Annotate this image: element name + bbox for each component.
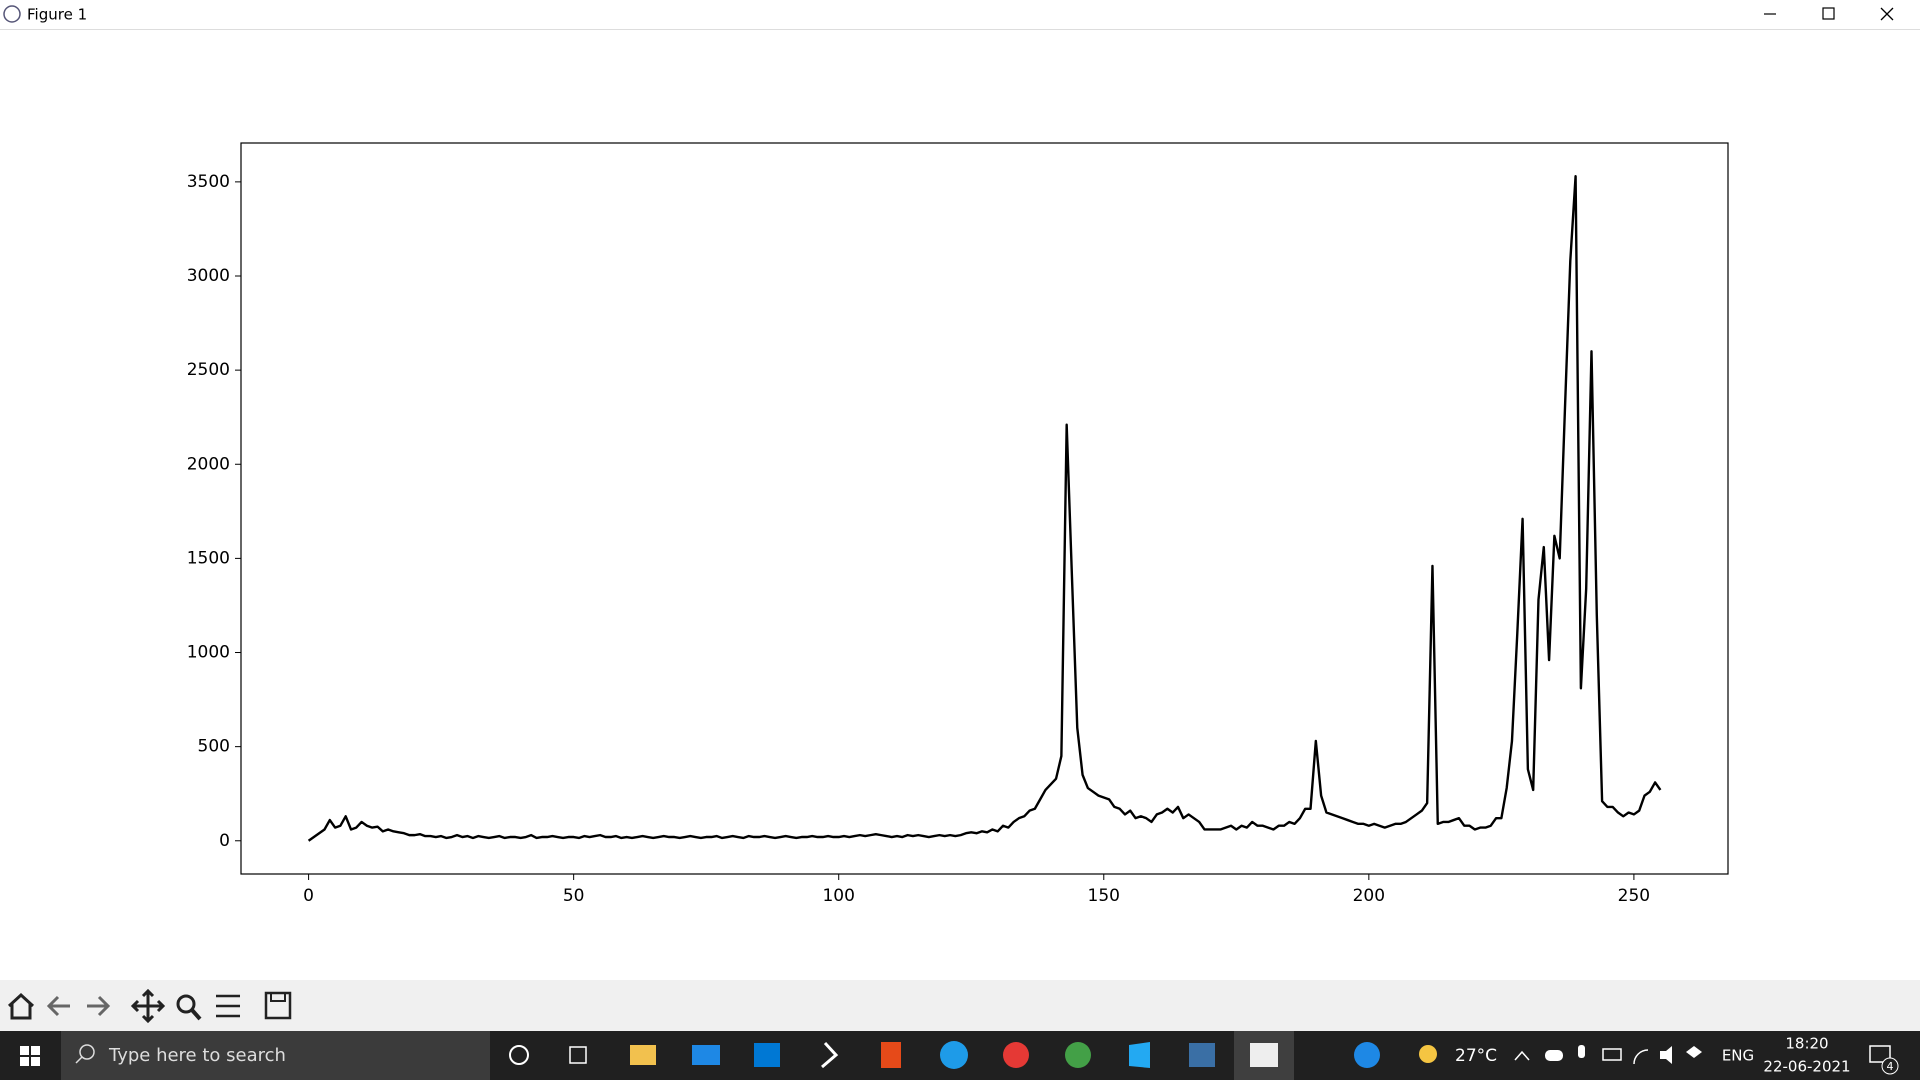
mic-icon [1578, 1045, 1585, 1058]
y-tick-label: 3500 [187, 172, 230, 192]
search-icon-handle [75, 1056, 83, 1064]
chrome-icon[interactable] [1003, 1042, 1029, 1068]
data-line [307, 175, 1662, 842]
x-tick-label: 0 [303, 886, 314, 906]
clock-time[interactable]: 18:20 [1785, 1035, 1828, 1053]
volume-icon [1660, 1046, 1672, 1064]
save-icon-detail [270, 992, 286, 1002]
x-tick-label: 100 [822, 886, 854, 906]
start-button[interactable] [20, 1046, 40, 1066]
home-button[interactable] [7, 992, 35, 1020]
wifi-icon [1633, 1049, 1649, 1065]
notification-badge [1881, 1057, 1899, 1075]
x-tick-label: 250 [1618, 886, 1650, 906]
y-tick-label: 1000 [187, 643, 230, 663]
chrome-icon[interactable] [1065, 1042, 1091, 1068]
title-bar [0, 0, 1920, 29]
x-tick-label: 200 [1353, 886, 1385, 906]
x-tick-label: 50 [563, 886, 585, 906]
configure-button[interactable] [216, 994, 240, 1018]
search-box[interactable] [61, 1031, 490, 1080]
task-view-button[interactable] [569, 1046, 587, 1064]
toolbar-buttons [7, 988, 292, 1024]
back-button[interactable] [46, 995, 70, 1017]
zoom-button[interactable] [176, 994, 196, 1014]
tray-overflow[interactable] [1514, 1050, 1530, 1061]
start-logo [31, 1046, 40, 1055]
zoom-handle [190, 1008, 202, 1021]
office-icon[interactable] [881, 1042, 901, 1068]
search-icon [79, 1044, 95, 1060]
chart: 0 50 100 150 200 2500500100015002000250030003… [187, 172, 1662, 906]
y-tick-label: 2500 [187, 360, 230, 380]
y-tick-label: 500 [198, 737, 230, 757]
edge-icon[interactable] [940, 1041, 968, 1069]
explorer-icon[interactable] [630, 1045, 656, 1065]
mail-icon[interactable] [692, 1045, 720, 1065]
clock-date[interactable]: 22-06-2021 [1763, 1058, 1850, 1076]
start-logo [20, 1046, 29, 1055]
figure-icon [1250, 1043, 1278, 1067]
cortana-button[interactable] [509, 1045, 529, 1065]
onedrive-icon [1545, 1050, 1563, 1061]
help-icon[interactable] [1354, 1042, 1380, 1068]
app-icon[interactable] [821, 1041, 839, 1069]
pan-button[interactable] [130, 988, 166, 1024]
y-tick-label: 2000 [187, 454, 230, 474]
search-placeholder: Type here to search [108, 1045, 286, 1066]
vscode-icon[interactable] [1129, 1042, 1150, 1068]
store-icon[interactable] [754, 1043, 780, 1067]
weather-text[interactable]: 27°C [1455, 1046, 1497, 1066]
forward-button[interactable] [87, 995, 111, 1017]
start-logo [31, 1057, 40, 1066]
x-tick-label: 150 [1088, 886, 1120, 906]
start-logo [20, 1057, 29, 1066]
dropbox-icon [1686, 1046, 1702, 1058]
notification-button[interactable] [1869, 1045, 1891, 1063]
y-tick-label: 0 [219, 831, 230, 851]
notification-count: 4 [1887, 1060, 1894, 1073]
close-button[interactable] [1880, 7, 1894, 21]
maximize-button[interactable] [1822, 7, 1835, 20]
python-icon[interactable] [1189, 1043, 1215, 1067]
language[interactable]: ENG [1722, 1047, 1754, 1065]
axes-frame [240, 142, 1729, 875]
window-title: Figure 1 [27, 6, 87, 24]
app-icon [3, 5, 21, 23]
battery-icon [1602, 1048, 1622, 1061]
y-tick-label: 1500 [187, 548, 230, 568]
toolbar [0, 980, 1920, 1031]
weather-icon [1419, 1045, 1437, 1063]
y-tick-label: 3000 [187, 266, 230, 286]
